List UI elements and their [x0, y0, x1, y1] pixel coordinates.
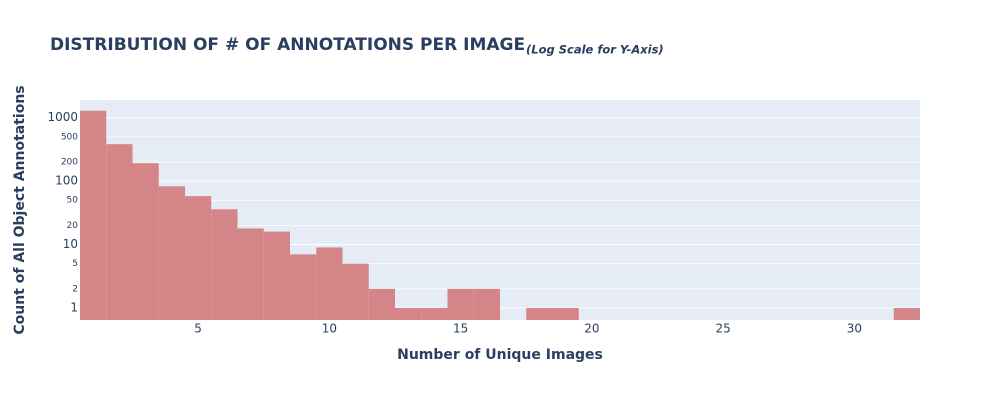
x-tick-label: 5	[194, 322, 202, 336]
bar	[237, 228, 264, 320]
bar	[473, 288, 500, 320]
y-tick-label: 10	[63, 237, 78, 251]
x-tick-label: 15	[453, 322, 468, 336]
bar	[132, 163, 159, 320]
bar	[893, 307, 920, 320]
y-tick-label: 20	[67, 221, 79, 231]
x-tick-label: 30	[847, 322, 862, 336]
bar	[421, 307, 448, 320]
x-axis-title: Number of Unique Images	[397, 347, 603, 363]
x-tick-label: 20	[584, 322, 599, 336]
y-tick-label: 2	[72, 284, 78, 294]
bar	[80, 110, 107, 320]
chart-subtitle: (Log Scale for Y-Axis)	[526, 43, 664, 57]
bar	[106, 144, 133, 320]
x-tick-label: 25	[715, 322, 730, 336]
bar	[342, 263, 369, 320]
y-axis-title: Count of All Object Annotations	[12, 85, 28, 334]
y-tick-label: 1	[70, 300, 78, 314]
bar	[552, 307, 579, 320]
y-tick-label: 500	[61, 132, 78, 142]
y-tick-label: 1000	[47, 110, 78, 124]
bar	[290, 254, 317, 320]
y-tick-label: 100	[55, 174, 78, 188]
chart-title: DISTRIBUTION OF # OF ANNOTATIONS PER IMA…	[50, 35, 525, 55]
bar	[368, 288, 395, 320]
bar	[211, 209, 238, 320]
bar	[447, 288, 474, 320]
bar	[263, 231, 290, 320]
y-tick-label: 50	[67, 196, 79, 206]
bar	[526, 307, 553, 320]
bar	[316, 247, 343, 320]
y-tick-label: 5	[72, 259, 78, 269]
y-tick-label: 200	[61, 158, 78, 168]
bar	[158, 186, 185, 320]
bar	[395, 307, 422, 320]
x-tick-label: 10	[322, 322, 337, 336]
bar	[185, 196, 212, 320]
